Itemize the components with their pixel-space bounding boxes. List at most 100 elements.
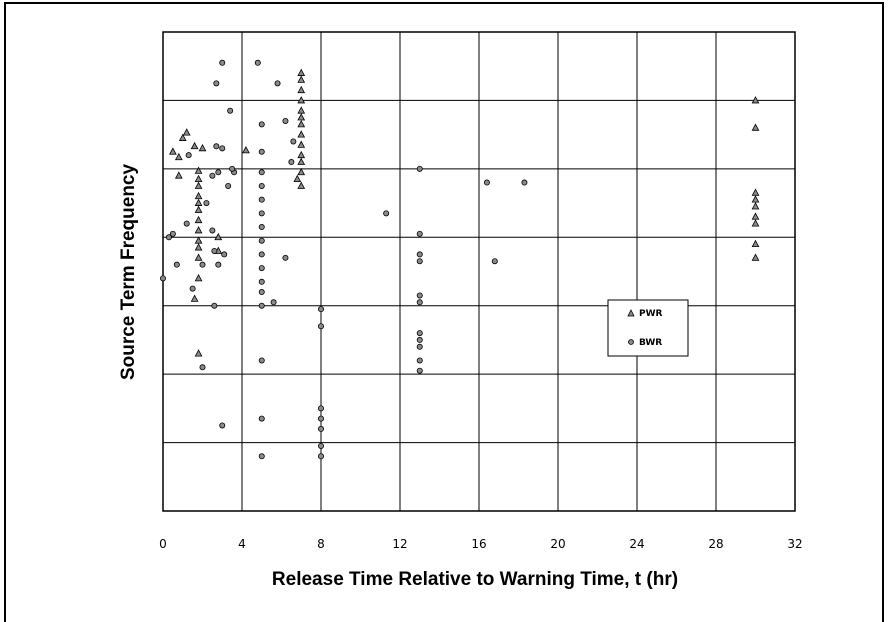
data-point-bwr (219, 59, 226, 66)
data-point-pwr (751, 123, 760, 131)
data-point-pwr (182, 128, 191, 136)
legend-bwr-label: BWR (639, 338, 662, 348)
data-point-bwr (270, 299, 277, 306)
legend: PWR BWR (607, 299, 689, 357)
data-point-pwr (297, 96, 306, 104)
data-point-pwr (178, 133, 187, 141)
data-point-bwr (173, 261, 180, 268)
data-point-pwr (297, 120, 306, 128)
data-point-pwr (174, 171, 183, 179)
grid-lines (163, 32, 795, 511)
data-point-pwr (297, 167, 306, 176)
data-point-pwr (297, 140, 306, 148)
data-point-pwr (751, 239, 760, 248)
data-point-bwr (199, 261, 206, 268)
data-point-pwr (194, 243, 203, 251)
data-point-pwr (751, 96, 760, 104)
data-point-bwr (258, 196, 265, 203)
x-tick-label: 16 (471, 537, 486, 551)
data-point-pwr (194, 181, 203, 189)
data-point-pwr (169, 147, 177, 155)
data-point-pwr (751, 202, 760, 210)
data-point-pwr (194, 166, 203, 174)
data-point-pwr (194, 253, 203, 261)
data-point-pwr (242, 146, 250, 154)
x-tick-labels: 0 4 8 12 16 20 24 28 32 (159, 537, 802, 551)
data-point-bwr (185, 152, 192, 159)
data-point-bwr (317, 323, 324, 330)
data-point-pwr (194, 226, 203, 234)
data-point-bwr (258, 121, 265, 128)
data-point-pwr (194, 236, 203, 244)
data-point-bwr (416, 357, 423, 364)
x-axis-label: Release Time Relative to Warning Time, t… (272, 569, 678, 590)
data-point-bwr (258, 415, 265, 422)
x-tick-label: 4 (238, 537, 246, 551)
data-point-bwr (219, 422, 226, 429)
x-tick-label: 28 (708, 537, 723, 551)
data-point-bwr (165, 234, 172, 241)
data-point-bwr (225, 182, 232, 189)
data-points (159, 59, 760, 460)
data-point-pwr (297, 157, 306, 165)
data-point-pwr (198, 143, 207, 152)
data-point-bwr (416, 330, 423, 337)
data-point-bwr (183, 220, 190, 227)
data-point-bwr (282, 254, 289, 261)
data-point-bwr (317, 306, 324, 313)
data-point-bwr (288, 159, 295, 166)
legend-pwr-marker (627, 309, 635, 317)
data-point-pwr (194, 198, 203, 206)
data-point-pwr (194, 349, 203, 357)
data-point-pwr (297, 130, 306, 138)
data-point-bwr (215, 261, 222, 268)
data-point-pwr (297, 75, 306, 83)
data-point-bwr (317, 453, 324, 460)
data-point-bwr (213, 80, 220, 87)
data-point-pwr (214, 232, 223, 241)
data-point-pwr (297, 113, 306, 121)
data-point-bwr (521, 179, 528, 186)
data-point-bwr (383, 210, 390, 217)
data-point-bwr (258, 278, 265, 285)
data-point-bwr (254, 59, 261, 66)
data-point-bwr (258, 169, 265, 176)
x-tick-label: 8 (317, 537, 325, 551)
data-point-bwr (258, 251, 265, 258)
data-point-bwr (416, 367, 423, 374)
data-point-bwr (416, 299, 423, 306)
data-point-pwr (194, 273, 203, 282)
data-point-pwr (194, 174, 203, 183)
data-point-bwr (258, 357, 265, 364)
x-tick-label: 24 (629, 537, 644, 551)
data-point-bwr (258, 182, 265, 189)
data-point-pwr (751, 219, 760, 227)
data-point-bwr (189, 285, 196, 292)
data-point-bwr (229, 165, 236, 172)
data-point-bwr (227, 107, 234, 114)
data-point-bwr (416, 343, 423, 350)
data-point-bwr (290, 138, 297, 145)
legend-pwr-label: PWR (639, 309, 663, 319)
x-tick-label: 32 (787, 537, 802, 551)
data-point-pwr (194, 205, 203, 213)
data-point-bwr (258, 148, 265, 155)
data-point-pwr (751, 188, 760, 196)
data-point-pwr (297, 106, 306, 114)
data-point-bwr (282, 117, 289, 124)
data-point-bwr (416, 336, 423, 343)
legend-box (607, 299, 689, 357)
data-point-pwr (297, 85, 306, 94)
data-point-pwr (297, 150, 306, 159)
data-point-bwr (169, 230, 176, 237)
data-point-bwr (483, 179, 490, 186)
data-point-bwr (209, 172, 216, 179)
data-point-bwr (416, 165, 423, 172)
data-point-bwr (491, 258, 498, 265)
y-axis-label: Source Term Frequency (118, 164, 139, 381)
data-point-bwr (203, 200, 210, 207)
data-point-bwr (258, 453, 265, 460)
data-point-pwr (297, 68, 306, 76)
data-point-bwr (199, 364, 206, 371)
